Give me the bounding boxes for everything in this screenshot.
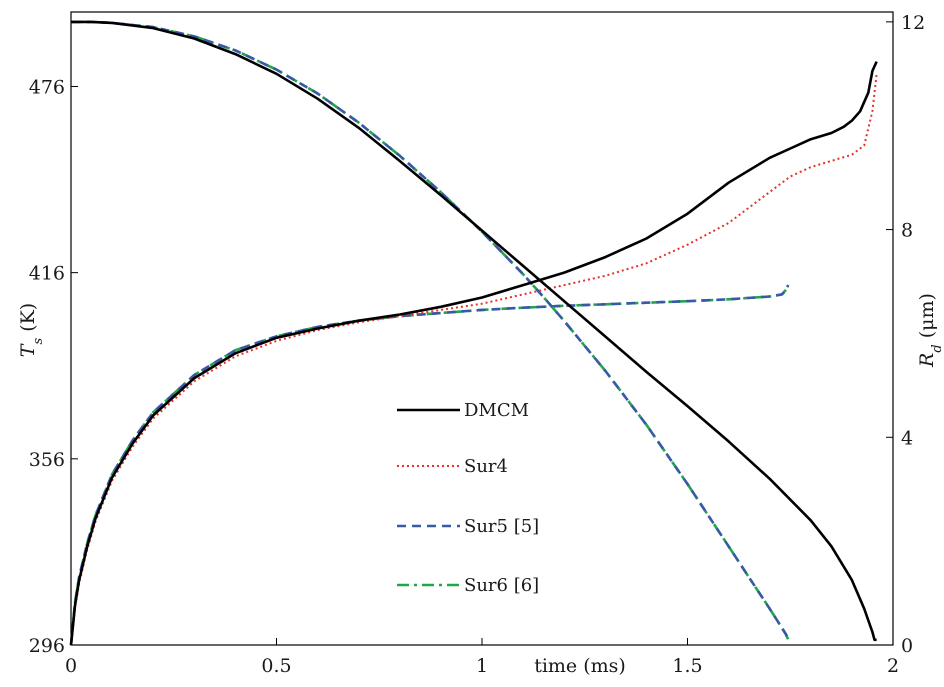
series-line-sur6-6-temperature (69, 284, 790, 646)
x-tick-label: 1 (476, 655, 488, 677)
x-axis-label: time (ms) (534, 655, 626, 677)
right-y-tick-label: 12 (901, 12, 925, 34)
legend-label: Sur5 [5] (464, 516, 539, 537)
legend-label: Sur6 [6] (464, 575, 539, 596)
right-y-tick-label: 0 (901, 635, 913, 657)
right-y-axis-label: Rd (μm) (916, 293, 944, 368)
series-group (69, 20, 878, 646)
x-axis-ticks: 0 0.5 1 1.5 2 (65, 638, 899, 677)
right-y-axis-ticks: 0 4 8 12 (886, 12, 925, 657)
x-tick-label: 1.5 (672, 655, 702, 677)
legend-item-dmcm: DMCM (397, 400, 529, 421)
series-line-sur6-6-radius (71, 20, 790, 641)
x-tick-label: 0.5 (261, 655, 291, 677)
right-y-tick-label: 4 (901, 427, 913, 449)
legend: DMCM Sur4 Sur5 [5] Sur6 [6] (397, 400, 539, 596)
right-y-axis-label-sub: d (930, 344, 944, 352)
x-tick-label: 0 (65, 655, 77, 677)
left-y-tick-label: 296 (29, 635, 65, 657)
series-line-sur5-5-temperature (69, 284, 790, 646)
right-y-tick-label: 8 (901, 220, 913, 242)
series-line-sur4-temperature (70, 73, 878, 646)
left-y-axis-label-unit: (K) (17, 303, 39, 338)
series-line-sur4-radius (71, 20, 877, 641)
series-line-dmcm-temperature (69, 61, 878, 646)
left-y-axis-label-sub: s (31, 338, 46, 345)
left-y-axis-ticks: 296 356 416 476 (29, 76, 78, 657)
left-y-tick-label: 416 (29, 263, 65, 285)
left-y-tick-label: 356 (29, 449, 65, 471)
legend-item-sur6: Sur6 [6] (397, 575, 539, 596)
series-line-sur5-5-radius (71, 20, 790, 641)
left-y-tick-label: 476 (29, 76, 65, 98)
right-y-axis-label-main: R (916, 353, 938, 368)
x-tick-label: 2 (887, 655, 899, 677)
legend-item-sur5: Sur5 [5] (397, 516, 539, 537)
legend-label: DMCM (464, 400, 529, 421)
plot-frame (70, 11, 894, 646)
left-y-axis-label: Ts (K) (17, 303, 46, 357)
legend-item-sur4: Sur4 (397, 456, 508, 477)
right-y-axis-label-unit: (μm) (916, 293, 938, 344)
legend-label: Sur4 (464, 456, 508, 477)
series-line-dmcm-radius (71, 20, 877, 642)
left-y-axis-label-main: T (17, 343, 39, 357)
